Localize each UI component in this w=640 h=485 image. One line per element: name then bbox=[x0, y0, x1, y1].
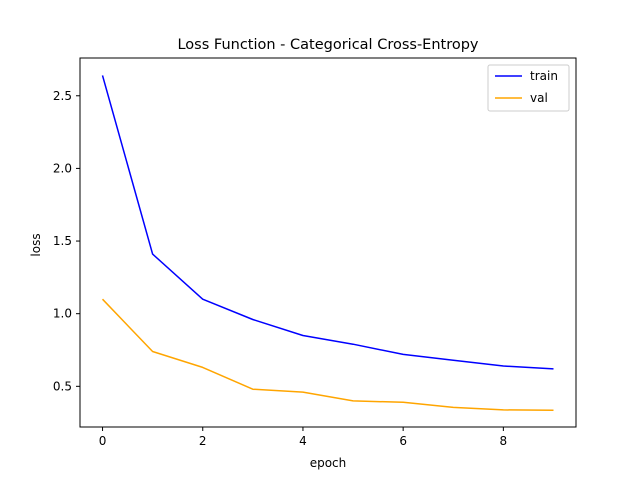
y-tick-label: 2.5 bbox=[53, 89, 72, 103]
legend-label-train: train bbox=[530, 69, 558, 83]
y-tick-label: 1.0 bbox=[53, 307, 72, 321]
legend: train val bbox=[487, 64, 570, 112]
y-axis-label: loss bbox=[29, 233, 43, 256]
x-tick-label: 4 bbox=[299, 434, 307, 448]
y-tick-label: 2.0 bbox=[53, 161, 72, 175]
y-tick-label: 1.5 bbox=[53, 234, 72, 248]
chart-title: Loss Function - Categorical Cross-Entrop… bbox=[177, 37, 478, 53]
x-tick-label: 0 bbox=[99, 434, 107, 448]
series-line-train bbox=[101, 75, 554, 370]
y-tick-label: 0.5 bbox=[53, 379, 72, 393]
x-tick-label: 6 bbox=[399, 434, 407, 448]
axis-ticks: 0 2 4 6 8 0.5 1.0 1.5 2.0 2.5 bbox=[53, 89, 507, 448]
x-tick-label: 2 bbox=[199, 434, 207, 448]
legend-label-val: val bbox=[530, 91, 548, 105]
series-lines bbox=[101, 75, 554, 412]
plot-frame bbox=[79, 57, 577, 428]
x-axis-label: epoch bbox=[310, 456, 347, 470]
series-line-val bbox=[101, 298, 554, 412]
x-tick-label: 8 bbox=[500, 434, 508, 448]
